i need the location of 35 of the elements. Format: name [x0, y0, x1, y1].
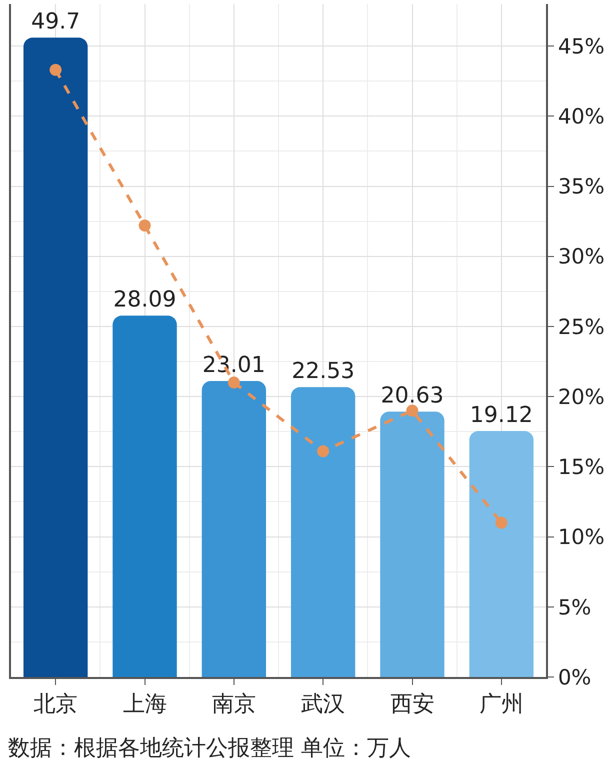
- y2-tick-label: 5%: [558, 595, 592, 620]
- data-label: 22.53: [292, 359, 355, 384]
- x-tick-label: 北京: [34, 692, 78, 718]
- data-label: 23.01: [202, 353, 266, 378]
- data-label: 49.7: [31, 10, 80, 35]
- y2-tick-label: 15%: [558, 455, 605, 480]
- bar: [112, 316, 177, 677]
- point: [406, 404, 418, 417]
- y2-tick-label: 10%: [558, 525, 605, 550]
- text: 数据：根据各地统计公报整理 单位：万人: [8, 736, 411, 761]
- data-label: 19.12: [470, 403, 533, 428]
- y2-tick-label: 35%: [558, 174, 605, 199]
- bar: [380, 412, 444, 677]
- data-label: 28.09: [113, 288, 176, 313]
- y2-tick-label: 40%: [558, 104, 605, 129]
- point: [495, 516, 508, 529]
- bar: [290, 387, 356, 677]
- point: [50, 64, 62, 76]
- y2-tick-label: 25%: [558, 314, 605, 339]
- y2-tick-label: 45%: [558, 34, 605, 58]
- x-tick-label: 西安: [390, 692, 434, 718]
- x-tick-label: 武汉: [301, 692, 346, 718]
- point: [317, 445, 330, 458]
- bar: [202, 381, 266, 677]
- x-tick-label: 上海: [122, 692, 167, 718]
- bar: [23, 38, 88, 677]
- x-tick-label: 南京: [212, 692, 256, 718]
- bar: [469, 431, 534, 677]
- y2-tick-label: 0%: [558, 665, 592, 690]
- point: [138, 220, 151, 232]
- y2-tick-label: 30%: [558, 244, 605, 269]
- y2-tick-label: 20%: [558, 384, 605, 409]
- data-label: 20.63: [380, 384, 444, 409]
- x-tick-label: 广州: [479, 692, 524, 718]
- point: [228, 376, 240, 389]
